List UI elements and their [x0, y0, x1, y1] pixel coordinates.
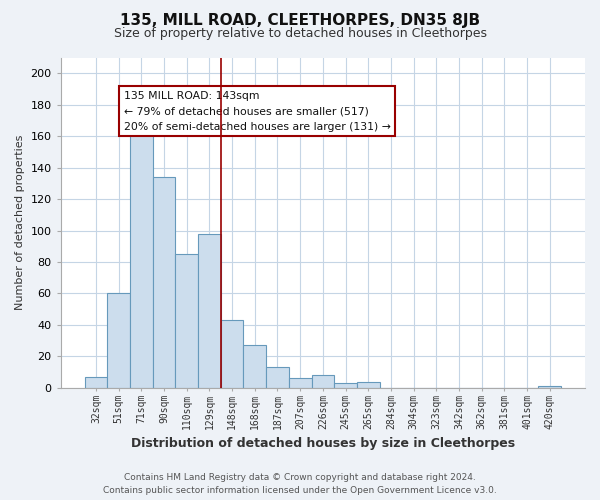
Bar — [198, 234, 221, 388]
Text: Contains HM Land Registry data © Crown copyright and database right 2024.
Contai: Contains HM Land Registry data © Crown c… — [103, 473, 497, 495]
Bar — [152, 177, 175, 388]
Bar — [175, 254, 198, 388]
Y-axis label: Number of detached properties: Number of detached properties — [15, 135, 25, 310]
Bar — [221, 320, 244, 388]
Bar — [244, 346, 266, 388]
Bar — [130, 128, 152, 388]
Bar — [357, 382, 380, 388]
Bar — [334, 383, 357, 388]
Bar — [266, 368, 289, 388]
Bar — [289, 378, 311, 388]
Text: Size of property relative to detached houses in Cleethorpes: Size of property relative to detached ho… — [113, 28, 487, 40]
Bar — [85, 377, 107, 388]
Bar — [538, 386, 561, 388]
Bar — [107, 294, 130, 388]
X-axis label: Distribution of detached houses by size in Cleethorpes: Distribution of detached houses by size … — [131, 437, 515, 450]
Text: 135 MILL ROAD: 143sqm
← 79% of detached houses are smaller (517)
20% of semi-det: 135 MILL ROAD: 143sqm ← 79% of detached … — [124, 90, 391, 132]
Bar — [311, 376, 334, 388]
Text: 135, MILL ROAD, CLEETHORPES, DN35 8JB: 135, MILL ROAD, CLEETHORPES, DN35 8JB — [120, 12, 480, 28]
